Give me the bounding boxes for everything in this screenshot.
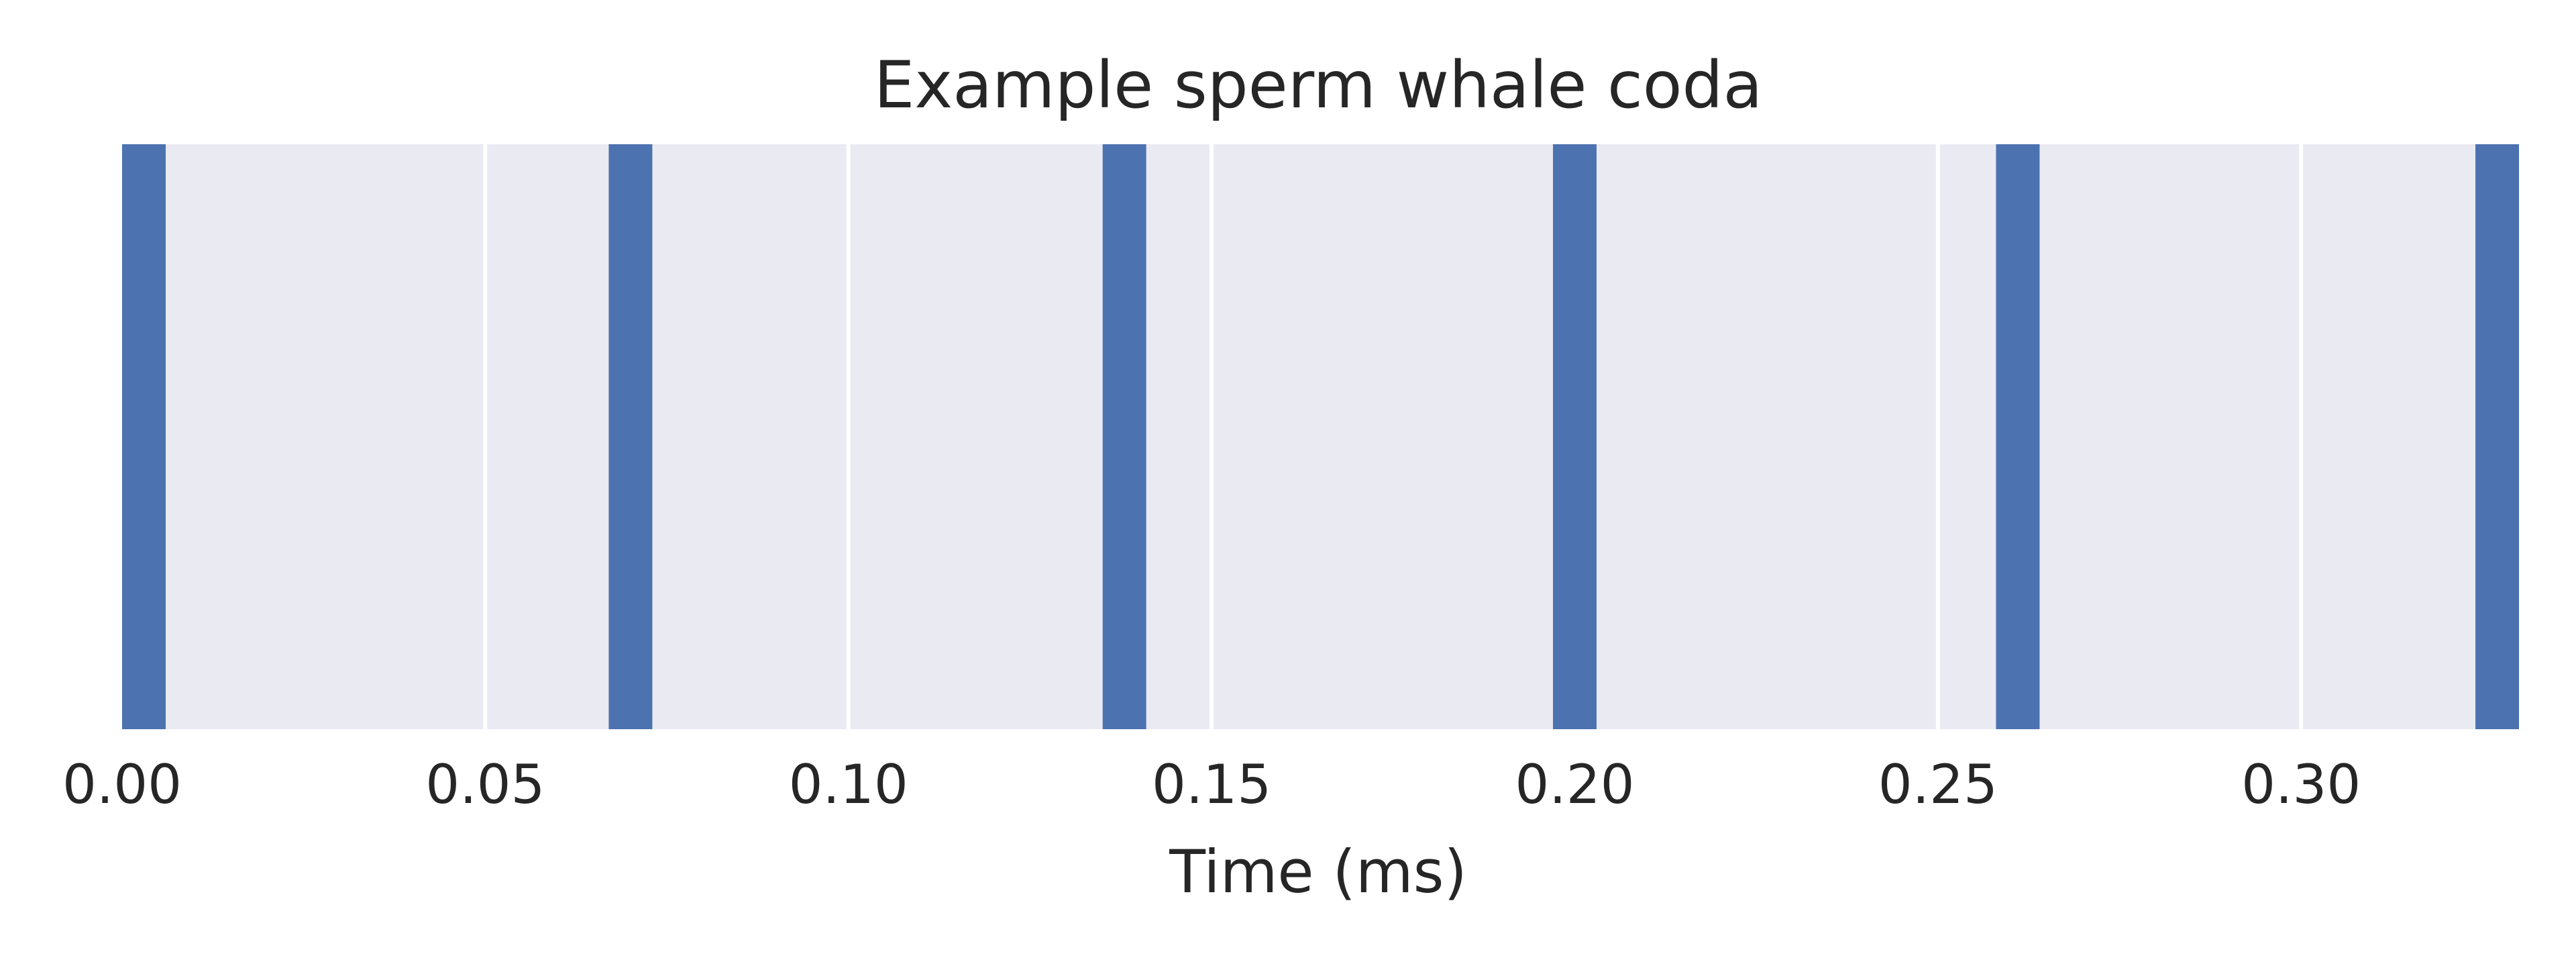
x-axis-label: Time (ms) — [1169, 837, 1467, 906]
click-bar — [1102, 144, 1146, 729]
x-tick-label: 0.05 — [425, 753, 545, 816]
chart-title: Example sperm whale coda — [874, 48, 1763, 123]
click-bar — [122, 144, 166, 729]
x-tick-label: 0.00 — [62, 753, 182, 816]
x-tick-labels: 0.00 0.05 0.10 0.15 0.20 0.25 0.30 — [62, 753, 2361, 816]
click-bar — [1552, 144, 1597, 729]
x-tick-label: 0.30 — [2241, 753, 2361, 816]
x-tick-label: 0.25 — [1878, 753, 1998, 816]
click-bars — [122, 144, 2519, 729]
x-tick-label: 0.15 — [1152, 753, 1271, 816]
click-bar — [608, 144, 653, 729]
click-bar — [1996, 144, 2040, 729]
x-tick-label: 0.20 — [1515, 753, 1634, 816]
plot-background — [122, 144, 2519, 729]
click-bar — [2475, 144, 2519, 729]
x-tick-label: 0.10 — [789, 753, 908, 816]
